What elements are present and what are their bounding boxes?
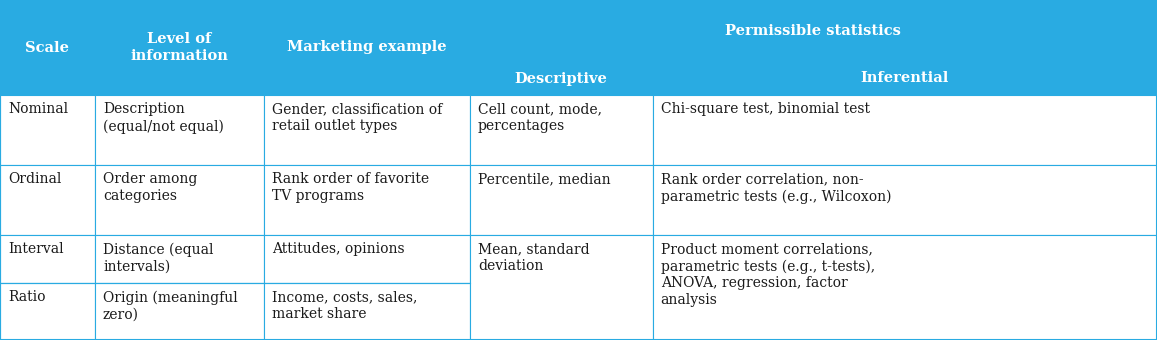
Text: Descriptive: Descriptive — [515, 71, 607, 85]
FancyBboxPatch shape — [0, 283, 95, 340]
Text: Scale: Scale — [25, 40, 69, 54]
Text: Inferential: Inferential — [861, 71, 949, 85]
Text: Permissible statistics: Permissible statistics — [725, 24, 901, 38]
FancyBboxPatch shape — [470, 0, 1157, 62]
Text: Rank order of favorite
TV programs: Rank order of favorite TV programs — [272, 172, 429, 203]
FancyBboxPatch shape — [0, 235, 95, 283]
Text: Cell count, mode,
percentages: Cell count, mode, percentages — [478, 102, 602, 133]
Text: Percentile, median: Percentile, median — [478, 172, 611, 186]
FancyBboxPatch shape — [264, 0, 470, 95]
FancyBboxPatch shape — [653, 165, 1157, 235]
Text: Rank order correlation, non-
parametric tests (e.g., Wilcoxon): Rank order correlation, non- parametric … — [661, 172, 891, 204]
Text: Attitudes, opinions: Attitudes, opinions — [272, 242, 405, 256]
Text: Gender, classification of
retail outlet types: Gender, classification of retail outlet … — [272, 102, 442, 133]
FancyBboxPatch shape — [95, 0, 264, 95]
FancyBboxPatch shape — [653, 62, 1157, 95]
Text: Mean, standard
deviation: Mean, standard deviation — [478, 242, 589, 273]
FancyBboxPatch shape — [264, 235, 470, 283]
Text: Order among
categories: Order among categories — [103, 172, 198, 203]
Text: Distance (equal
intervals): Distance (equal intervals) — [103, 242, 214, 274]
Text: Product moment correlations,
parametric tests (e.g., t-tests),
ANOVA, regression: Product moment correlations, parametric … — [661, 242, 875, 307]
Text: Interval: Interval — [8, 242, 64, 256]
FancyBboxPatch shape — [653, 235, 1157, 340]
FancyBboxPatch shape — [264, 95, 470, 165]
Text: Ordinal: Ordinal — [8, 172, 61, 186]
FancyBboxPatch shape — [95, 95, 264, 165]
FancyBboxPatch shape — [95, 235, 264, 283]
FancyBboxPatch shape — [470, 95, 653, 165]
Text: Chi-square test, binomial test: Chi-square test, binomial test — [661, 102, 870, 117]
Text: Ratio: Ratio — [8, 290, 45, 305]
FancyBboxPatch shape — [0, 0, 95, 95]
FancyBboxPatch shape — [264, 165, 470, 235]
Text: Level of
information: Level of information — [131, 32, 228, 63]
FancyBboxPatch shape — [470, 235, 653, 340]
FancyBboxPatch shape — [95, 165, 264, 235]
FancyBboxPatch shape — [0, 95, 95, 165]
Text: Description
(equal/not equal): Description (equal/not equal) — [103, 102, 223, 134]
Text: Income, costs, sales,
market share: Income, costs, sales, market share — [272, 290, 418, 321]
FancyBboxPatch shape — [0, 165, 95, 235]
Text: Marketing example: Marketing example — [287, 40, 447, 54]
FancyBboxPatch shape — [470, 165, 653, 235]
FancyBboxPatch shape — [653, 95, 1157, 165]
Text: Nominal: Nominal — [8, 102, 68, 117]
Text: Origin (meaningful
zero): Origin (meaningful zero) — [103, 290, 237, 322]
FancyBboxPatch shape — [264, 283, 470, 340]
FancyBboxPatch shape — [470, 62, 653, 95]
FancyBboxPatch shape — [95, 283, 264, 340]
